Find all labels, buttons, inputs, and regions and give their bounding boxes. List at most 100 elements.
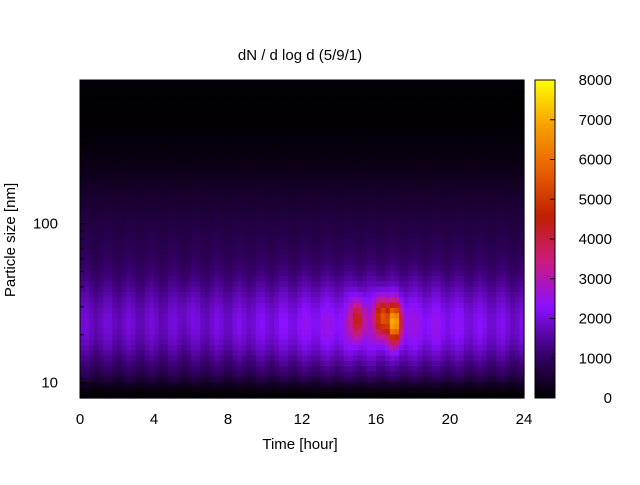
- heatmap-cell: [228, 260, 233, 266]
- heatmap-cell: [307, 366, 312, 372]
- heatmap-cell: [247, 213, 252, 219]
- heatmap-cell: [177, 228, 182, 234]
- heatmap-cell: [265, 366, 270, 372]
- heatmap-cell: [334, 128, 339, 134]
- heatmap-cell: [432, 350, 437, 356]
- heatmap-cell: [395, 287, 400, 293]
- heatmap-cell: [196, 138, 201, 144]
- heatmap-cell: [108, 297, 113, 303]
- heatmap-cell: [219, 308, 224, 314]
- heatmap-cell: [427, 107, 432, 113]
- heatmap-cell: [445, 234, 450, 240]
- heatmap-cell: [210, 202, 215, 208]
- heatmap-cell: [205, 175, 210, 181]
- heatmap-cell: [103, 154, 108, 160]
- heatmap-cell: [136, 228, 141, 234]
- heatmap-cell: [200, 366, 205, 372]
- heatmap-cell: [214, 207, 219, 213]
- heatmap-cell: [279, 266, 284, 272]
- heatmap-cell: [214, 266, 219, 272]
- heatmap-cell: [436, 144, 441, 150]
- heatmap-cell: [256, 154, 261, 160]
- heatmap-cell: [145, 266, 150, 272]
- heatmap-cell: [302, 191, 307, 197]
- heatmap-cell: [89, 324, 94, 330]
- heatmap-cell: [441, 382, 446, 388]
- heatmap-cell: [89, 186, 94, 192]
- heatmap-cell: [173, 154, 178, 160]
- heatmap-cell: [256, 345, 261, 351]
- heatmap-cell: [455, 361, 460, 367]
- heatmap-cell: [311, 250, 316, 256]
- heatmap-cell: [260, 329, 265, 335]
- heatmap-cell: [247, 175, 252, 181]
- heatmap-cell: [186, 101, 191, 107]
- heatmap-cell: [311, 197, 316, 203]
- heatmap-cell: [390, 334, 395, 340]
- heatmap-cell: [214, 213, 219, 219]
- heatmap-cell: [432, 334, 437, 340]
- heatmap-cell: [237, 287, 242, 293]
- heatmap-cell: [131, 250, 136, 256]
- heatmap-cell: [358, 133, 363, 139]
- heatmap-cell: [432, 382, 437, 388]
- heatmap-cell: [117, 186, 122, 192]
- heatmap-cell: [279, 271, 284, 277]
- heatmap-cell: [348, 308, 353, 314]
- heatmap-cell: [408, 197, 413, 203]
- heatmap-cell: [219, 372, 224, 378]
- heatmap-cell: [376, 260, 381, 266]
- heatmap-cell: [205, 101, 210, 107]
- heatmap-cell: [260, 160, 265, 166]
- heatmap-cell: [455, 271, 460, 277]
- heatmap-cell: [117, 144, 122, 150]
- heatmap-cell: [293, 292, 298, 298]
- heatmap-cell: [339, 287, 344, 293]
- heatmap-cell: [307, 154, 312, 160]
- heatmap-cell: [302, 144, 307, 150]
- heatmap-cell: [325, 281, 330, 287]
- heatmap-cell: [376, 149, 381, 155]
- heatmap-cell: [284, 186, 289, 192]
- heatmap-cell: [177, 266, 182, 272]
- heatmap-cell: [140, 85, 145, 91]
- heatmap-cell: [196, 308, 201, 314]
- heatmap-cell: [284, 361, 289, 367]
- heatmap-cell: [339, 218, 344, 224]
- heatmap-cell: [441, 350, 446, 356]
- heatmap-cell: [131, 91, 136, 97]
- heatmap-cell: [408, 366, 413, 372]
- heatmap-cell: [140, 255, 145, 261]
- heatmap-cell: [191, 91, 196, 97]
- heatmap-cell: [404, 387, 409, 393]
- heatmap-cell: [108, 255, 113, 261]
- heatmap-cell: [325, 191, 330, 197]
- heatmap-cell: [311, 96, 316, 102]
- heatmap-cell: [196, 356, 201, 362]
- heatmap-cell: [159, 112, 164, 118]
- heatmap-cell: [99, 149, 104, 155]
- heatmap-cell: [89, 292, 94, 298]
- heatmap-cell: [80, 297, 85, 303]
- heatmap-cell: [422, 366, 427, 372]
- heatmap-cell: [445, 319, 450, 325]
- heatmap-cell: [233, 361, 238, 367]
- heatmap-cell: [293, 186, 298, 192]
- heatmap-cell: [358, 80, 363, 86]
- heatmap-cell: [210, 292, 215, 298]
- heatmap-cell: [228, 91, 233, 97]
- heatmap-cell: [399, 281, 404, 287]
- heatmap-cell: [284, 91, 289, 97]
- heatmap-cell: [371, 377, 376, 383]
- heatmap-cell: [284, 340, 289, 346]
- heatmap-cell: [441, 387, 446, 393]
- heatmap-cell: [339, 366, 344, 372]
- heatmap-cell: [302, 255, 307, 261]
- heatmap-cell: [455, 138, 460, 144]
- heatmap-cell: [302, 313, 307, 319]
- heatmap-cell: [311, 340, 316, 346]
- heatmap-cell: [99, 218, 104, 224]
- heatmap-cell: [279, 197, 284, 203]
- heatmap-cell: [99, 292, 104, 298]
- heatmap-cell: [168, 377, 173, 383]
